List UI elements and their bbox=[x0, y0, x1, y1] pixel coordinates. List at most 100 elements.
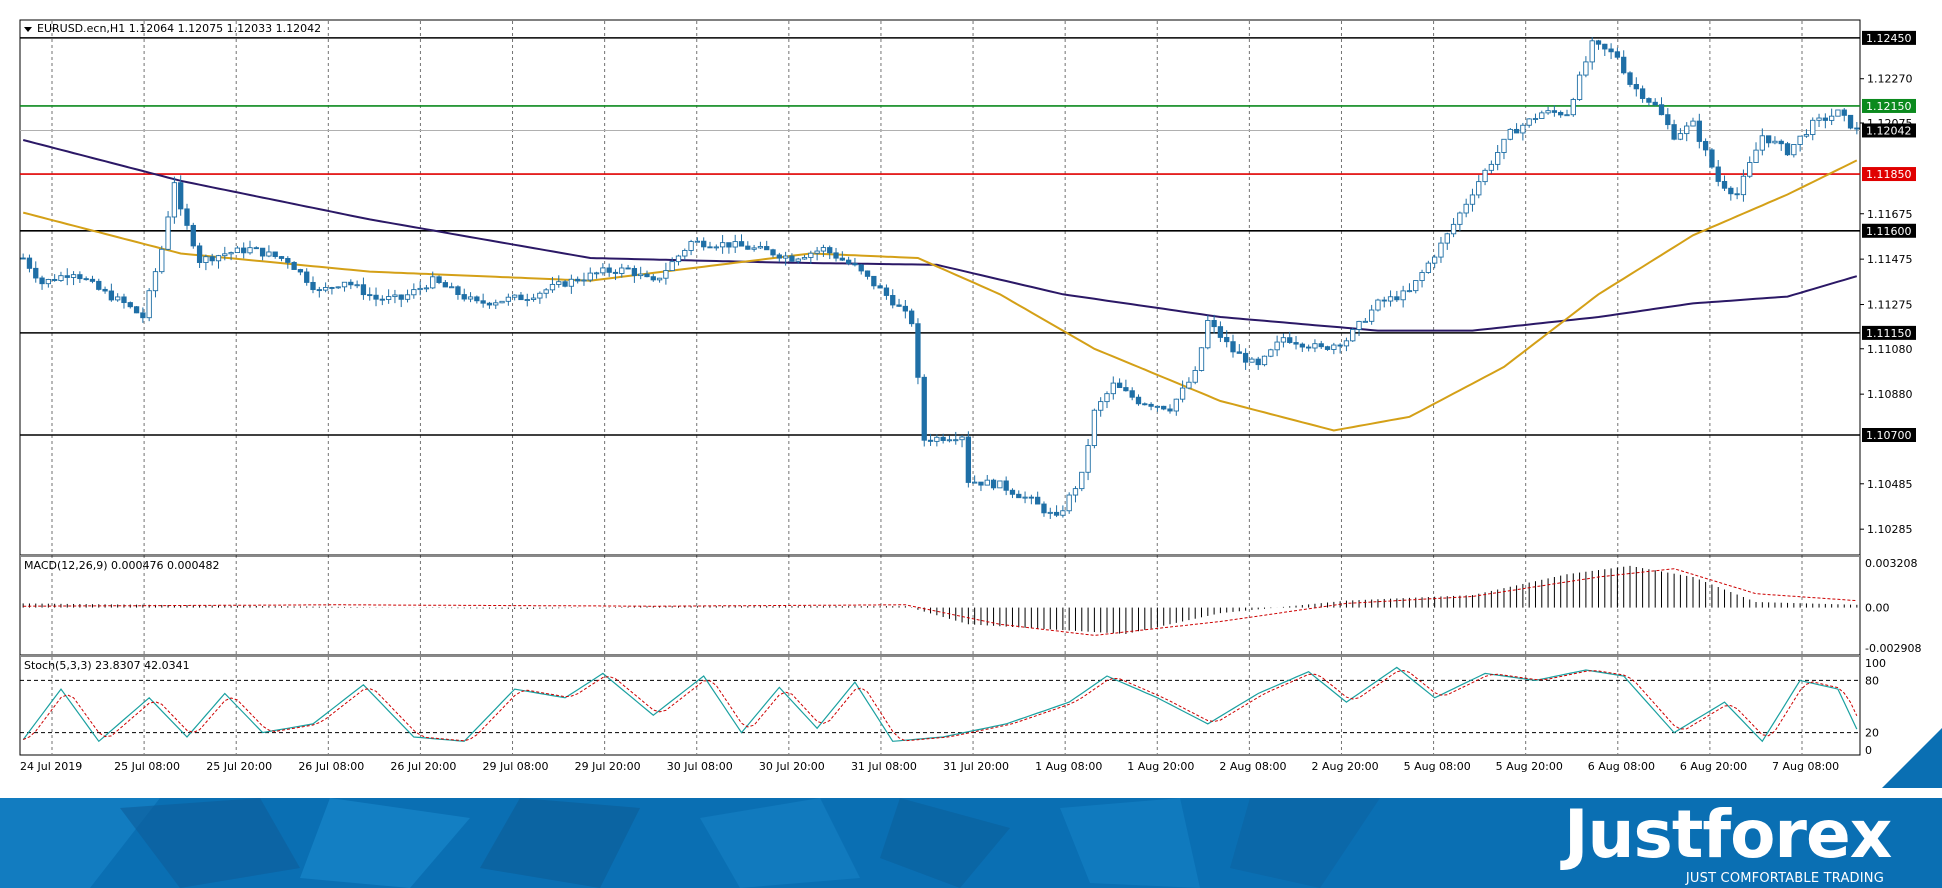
time-label: 2 Aug 20:00 bbox=[1311, 760, 1378, 773]
candle-body bbox=[1488, 163, 1495, 171]
candle-body bbox=[1721, 180, 1728, 189]
candle-body bbox=[1854, 127, 1860, 130]
candle-body bbox=[650, 276, 656, 281]
candle-body bbox=[1053, 511, 1060, 516]
candle-body bbox=[877, 285, 883, 289]
candle-body bbox=[1041, 503, 1047, 514]
candle-body bbox=[209, 256, 215, 262]
candle-body bbox=[814, 250, 820, 254]
candle-body bbox=[241, 247, 247, 254]
candle-body bbox=[203, 256, 209, 263]
candle-body bbox=[984, 479, 990, 486]
candle-body bbox=[946, 439, 953, 442]
candle-body bbox=[304, 271, 310, 283]
candle-body bbox=[978, 481, 984, 486]
candle-body bbox=[915, 323, 921, 378]
justforex-logo: Justforex JUST COMFORTABLE TRADING bbox=[1564, 798, 1894, 888]
candle-body bbox=[196, 245, 203, 263]
candle-body bbox=[83, 278, 89, 281]
level-tag bbox=[1862, 167, 1916, 182]
dropdown-triangle-icon[interactable] bbox=[24, 27, 32, 32]
candle-body bbox=[493, 302, 499, 306]
candle-body bbox=[423, 287, 430, 290]
candle-body bbox=[108, 290, 115, 301]
candle-body bbox=[1520, 124, 1526, 134]
candle-body bbox=[1066, 494, 1072, 512]
candle-body bbox=[285, 258, 291, 263]
candle-body bbox=[871, 275, 877, 287]
candle-body bbox=[1167, 408, 1173, 412]
candle-body bbox=[549, 283, 556, 291]
candle-body bbox=[1450, 223, 1457, 235]
candle-body bbox=[165, 216, 171, 250]
candle-body bbox=[675, 255, 682, 263]
candle-body bbox=[1242, 352, 1249, 363]
level-tag-label: 1.10700 bbox=[1866, 429, 1912, 442]
candle-body bbox=[1186, 381, 1192, 389]
candle-body bbox=[1198, 347, 1205, 371]
candle-body bbox=[1312, 343, 1318, 349]
candle-body bbox=[997, 480, 1003, 489]
stoch-axis-ticks: 100 80 20 0 bbox=[1865, 657, 1886, 757]
price-tick-label: 1.11475 bbox=[1867, 253, 1913, 266]
candle-body bbox=[1747, 162, 1753, 177]
price-chart[interactable]: 1.122701.120751.116751.114751.112751.110… bbox=[0, 0, 1942, 798]
stoch-tick-label: 0 bbox=[1865, 744, 1872, 757]
level-tag bbox=[1862, 223, 1916, 238]
price-tick-label: 1.11080 bbox=[1867, 343, 1913, 356]
candle-body bbox=[1558, 111, 1564, 116]
candle-body bbox=[1438, 242, 1444, 258]
candle-body bbox=[398, 294, 404, 300]
candle-body bbox=[600, 267, 606, 274]
price-level-tags: 1.12450 1.12150 1.12042 1.11850 1.11600 1.111… bbox=[1862, 30, 1916, 442]
macd-header: MACD(12,26,9) 0.000476 0.000482 bbox=[24, 559, 220, 572]
candle-body bbox=[1595, 40, 1602, 45]
candle-body bbox=[543, 289, 549, 294]
candle-body bbox=[1079, 471, 1085, 490]
candle-body bbox=[1104, 393, 1110, 403]
candle-body bbox=[606, 267, 612, 273]
candle-body bbox=[864, 270, 871, 277]
candle-body bbox=[1677, 133, 1684, 140]
candle-body bbox=[1280, 337, 1287, 343]
candle-body bbox=[738, 241, 745, 247]
price-tick-label: 1.11275 bbox=[1867, 299, 1913, 312]
candle-body bbox=[341, 281, 348, 288]
time-label: 7 Aug 08:00 bbox=[1772, 760, 1839, 773]
stoch-tick-label: 100 bbox=[1865, 657, 1886, 670]
level-tag-label: 1.11850 bbox=[1866, 168, 1912, 181]
candle-body bbox=[58, 275, 64, 281]
candle-body bbox=[1255, 358, 1261, 366]
time-label: 6 Aug 08:00 bbox=[1588, 760, 1655, 773]
stoch-signal-line bbox=[22, 669, 1858, 742]
candle-body bbox=[505, 296, 512, 302]
candle-body bbox=[1633, 84, 1639, 90]
candle-body bbox=[625, 267, 631, 270]
candle-body bbox=[581, 279, 587, 282]
candle-body bbox=[1513, 128, 1520, 134]
candle-body bbox=[1211, 320, 1217, 328]
candle-body bbox=[455, 286, 461, 295]
candle-body bbox=[448, 286, 455, 289]
candle-body bbox=[1583, 61, 1589, 76]
candle-body bbox=[474, 296, 480, 302]
candle-body bbox=[1545, 110, 1551, 114]
candle-body bbox=[1476, 181, 1482, 196]
candle-body bbox=[1627, 72, 1633, 85]
brand-banner bbox=[0, 798, 1942, 888]
candle-body bbox=[64, 275, 70, 278]
candle-body bbox=[26, 257, 33, 269]
candle-body bbox=[1816, 117, 1822, 121]
candle-body bbox=[272, 251, 278, 257]
candle-body bbox=[291, 261, 297, 270]
price-tick-label: 1.11675 bbox=[1867, 208, 1913, 221]
candle-body bbox=[247, 247, 253, 254]
candle-body bbox=[1299, 343, 1305, 348]
candle-body bbox=[1810, 119, 1816, 135]
candle-body bbox=[827, 247, 833, 254]
candle-body bbox=[1608, 48, 1614, 53]
time-label: 5 Aug 08:00 bbox=[1404, 760, 1471, 773]
candle-body bbox=[1709, 149, 1715, 168]
candle-body bbox=[1671, 124, 1677, 140]
candle-body bbox=[392, 294, 398, 298]
